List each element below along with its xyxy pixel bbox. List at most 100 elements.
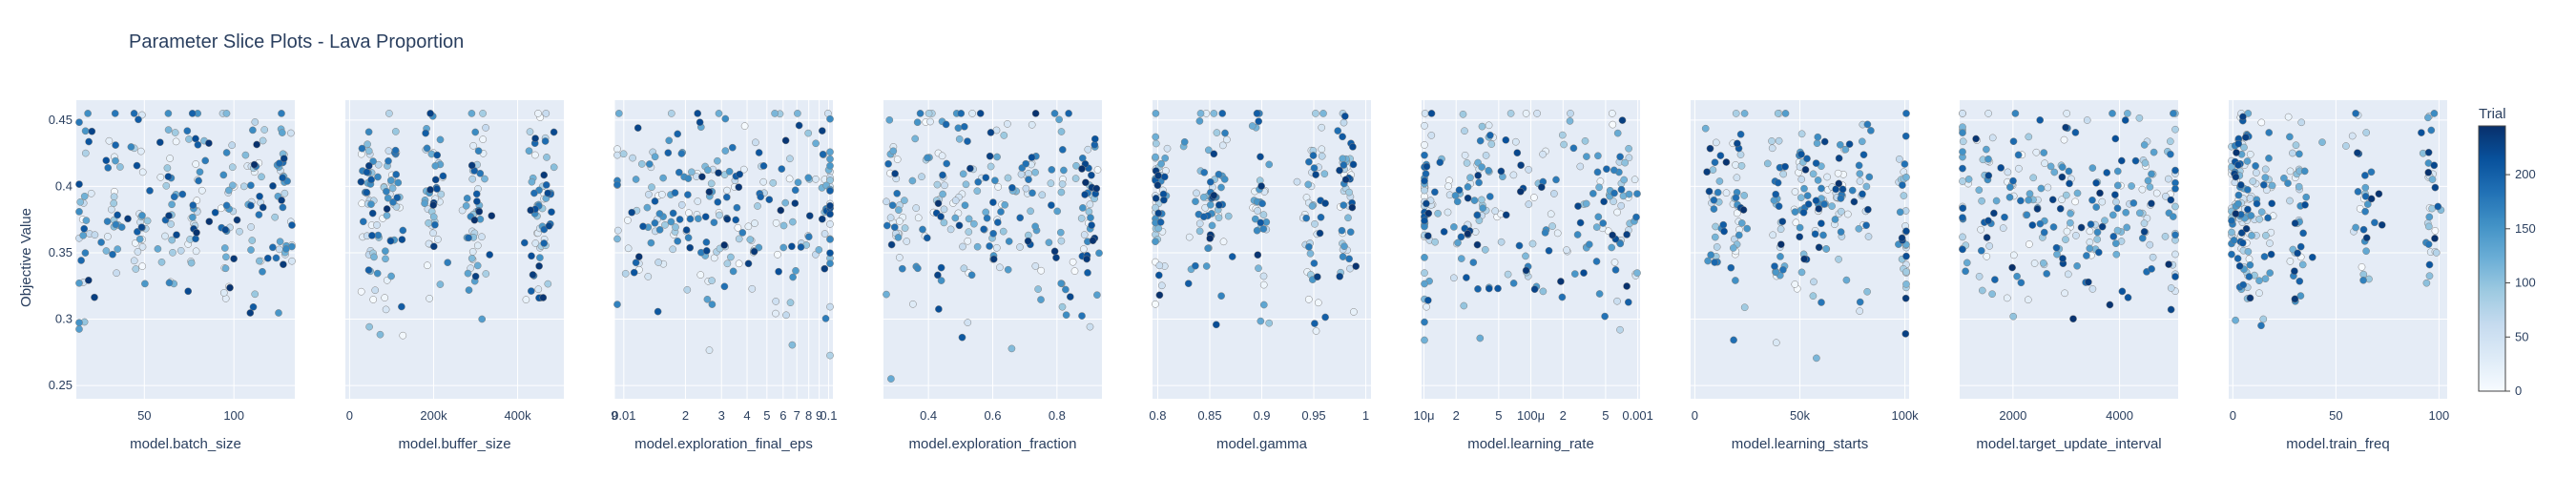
- trial-point: [80, 192, 89, 200]
- trial-point: [643, 203, 652, 212]
- trial-point: [2086, 238, 2094, 246]
- trial-point: [2230, 237, 2238, 244]
- trial-point: [1984, 172, 1993, 179]
- trial-point: [162, 181, 171, 190]
- trial-point: [222, 149, 231, 156]
- trial-point: [1215, 214, 1223, 222]
- trial-point: [1088, 221, 1095, 229]
- trial-point: [230, 255, 238, 263]
- trial-point: [425, 218, 432, 227]
- trial-point: [989, 255, 998, 263]
- trial-point: [740, 122, 749, 130]
- trial-point: [550, 128, 558, 136]
- trial-point: [384, 147, 393, 155]
- trial-point: [739, 165, 748, 174]
- trial-point: [989, 229, 997, 238]
- trial-point: [259, 267, 266, 276]
- trial-point: [696, 271, 705, 279]
- trial-point: [804, 129, 813, 137]
- trial-point: [114, 245, 122, 253]
- trial-point: [2050, 168, 2059, 176]
- trial-point: [2352, 223, 2359, 232]
- trial-point: [951, 214, 960, 222]
- trial-point: [1792, 218, 1800, 227]
- trial-point: [967, 271, 976, 280]
- trial-point: [1600, 197, 1608, 206]
- trial-point: [288, 257, 296, 265]
- trial-point: [1594, 152, 1602, 160]
- trial-point: [75, 208, 83, 216]
- trial-point: [1025, 176, 1032, 184]
- trial-point: [1763, 159, 1772, 168]
- trial-point: [1204, 244, 1212, 253]
- trial-point: [1427, 110, 1436, 117]
- trial-point: [1541, 229, 1549, 237]
- trial-point: [826, 210, 834, 218]
- x-axis-label: model.buffer_size: [398, 436, 510, 452]
- trial-point: [1902, 280, 1910, 288]
- trial-point: [775, 267, 782, 276]
- trial-point: [1771, 262, 1778, 270]
- trial-point: [1228, 253, 1236, 260]
- trial-point: [1340, 161, 1348, 169]
- trial-point: [542, 181, 551, 189]
- trial-point: [986, 152, 994, 160]
- trial-point: [647, 238, 655, 247]
- x-tick-label: 5: [763, 408, 770, 423]
- x-axis-label: model.train_freq: [2286, 436, 2389, 452]
- trial-point: [909, 300, 917, 308]
- trial-point: [431, 220, 439, 229]
- y-tick-label: 0.45: [49, 113, 73, 127]
- x-tick-label: 0: [2230, 408, 2236, 423]
- trial-point: [883, 290, 890, 299]
- trial-point: [363, 188, 371, 197]
- trial-point: [1321, 199, 1329, 207]
- trial-point: [1154, 209, 1163, 218]
- trial-point: [734, 223, 742, 232]
- trial-point: [189, 213, 197, 221]
- trial-point: [2098, 222, 2107, 231]
- trial-point: [135, 235, 144, 243]
- trial-point: [1157, 281, 1166, 290]
- trial-point: [1431, 238, 1439, 246]
- trial-point: [205, 218, 214, 226]
- trial-point: [536, 254, 544, 261]
- trial-point: [399, 226, 407, 235]
- trial-point: [1592, 258, 1601, 265]
- trial-point: [779, 221, 788, 230]
- trial-point: [980, 225, 987, 234]
- trial-point: [196, 168, 204, 176]
- x-tick-label: 200k: [420, 408, 447, 423]
- trial-point: [473, 197, 481, 205]
- trial-point: [923, 234, 931, 242]
- trial-point: [2140, 219, 2149, 227]
- trial-point: [373, 269, 382, 278]
- trial-point: [1843, 210, 1852, 218]
- trial-point: [161, 232, 169, 240]
- trial-point: [368, 209, 377, 218]
- trial-point: [987, 162, 995, 171]
- trial-point: [2111, 191, 2119, 199]
- trial-point: [696, 118, 704, 127]
- trial-point: [1053, 207, 1062, 216]
- trial-point: [2141, 159, 2150, 167]
- trial-point: [391, 128, 400, 135]
- trial-point: [2113, 167, 2122, 176]
- trial-point: [391, 146, 400, 155]
- trial-point: [2243, 186, 2252, 194]
- trial-point: [2062, 236, 2069, 243]
- trial-point: [470, 216, 479, 224]
- trial-point: [826, 187, 834, 195]
- trial-point: [1862, 182, 1871, 191]
- trial-point: [167, 220, 175, 228]
- trial-point: [2073, 189, 2082, 197]
- trial-point: [473, 241, 482, 250]
- trial-point: [1066, 293, 1074, 301]
- trial-point: [614, 110, 623, 117]
- colorbar-title: Trial: [2479, 106, 2506, 122]
- trial-point: [1212, 321, 1220, 329]
- trial-point: [1722, 189, 1731, 197]
- trial-point: [2167, 196, 2175, 204]
- x-tick-label: 0.1: [820, 408, 837, 423]
- trial-point: [901, 197, 908, 204]
